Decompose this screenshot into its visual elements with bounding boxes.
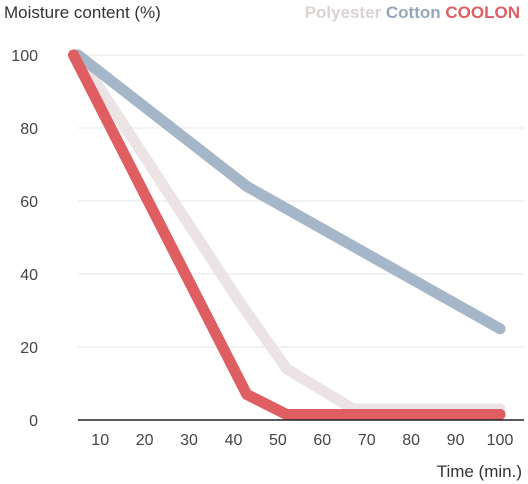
series-point-coolon-end xyxy=(494,409,506,421)
x-tick-label: 90 xyxy=(447,432,465,449)
legend-entry-cotton: Cotton xyxy=(381,3,440,22)
legend-entries: Polyester Cotton COOLON xyxy=(305,3,520,22)
y-axis-label: Moisture content (%) xyxy=(4,3,161,22)
y-tick-label: 20 xyxy=(20,340,38,357)
x-tick-label: 100 xyxy=(487,432,514,449)
series-lines xyxy=(68,49,506,421)
series-line-coolon xyxy=(68,49,506,421)
series-line-cotton xyxy=(72,49,506,335)
x-tick-label: 50 xyxy=(269,432,287,449)
x-tick-label: 80 xyxy=(402,432,420,449)
x-tick-label: 30 xyxy=(180,432,198,449)
x-axis-label: Time (min.) xyxy=(437,462,522,481)
y-tick-label: 0 xyxy=(29,413,38,430)
series-point-cotton-end xyxy=(494,323,506,335)
x-tick-label: 20 xyxy=(136,432,154,449)
x-tick-label: 60 xyxy=(313,432,331,449)
x-tick-label: 40 xyxy=(225,432,243,449)
legend-entry-polyester: Polyester xyxy=(305,3,382,22)
y-tick-label: 40 xyxy=(20,267,38,284)
x-axis-ticks: 10 20 30 40 50 60 70 80 90 100 xyxy=(91,432,513,449)
legend: Polyester Cotton COOLON xyxy=(305,3,520,22)
y-tick-label: 100 xyxy=(11,48,38,65)
y-tick-label: 80 xyxy=(20,121,38,138)
series-point-coolon-start xyxy=(68,49,80,61)
x-tick-label: 10 xyxy=(91,432,109,449)
y-axis-ticks: 0 20 40 60 80 100 xyxy=(11,48,38,430)
legend-entry-coolon: COOLON xyxy=(441,3,520,22)
x-tick-label: 70 xyxy=(358,432,376,449)
y-tick-label: 60 xyxy=(20,194,38,211)
